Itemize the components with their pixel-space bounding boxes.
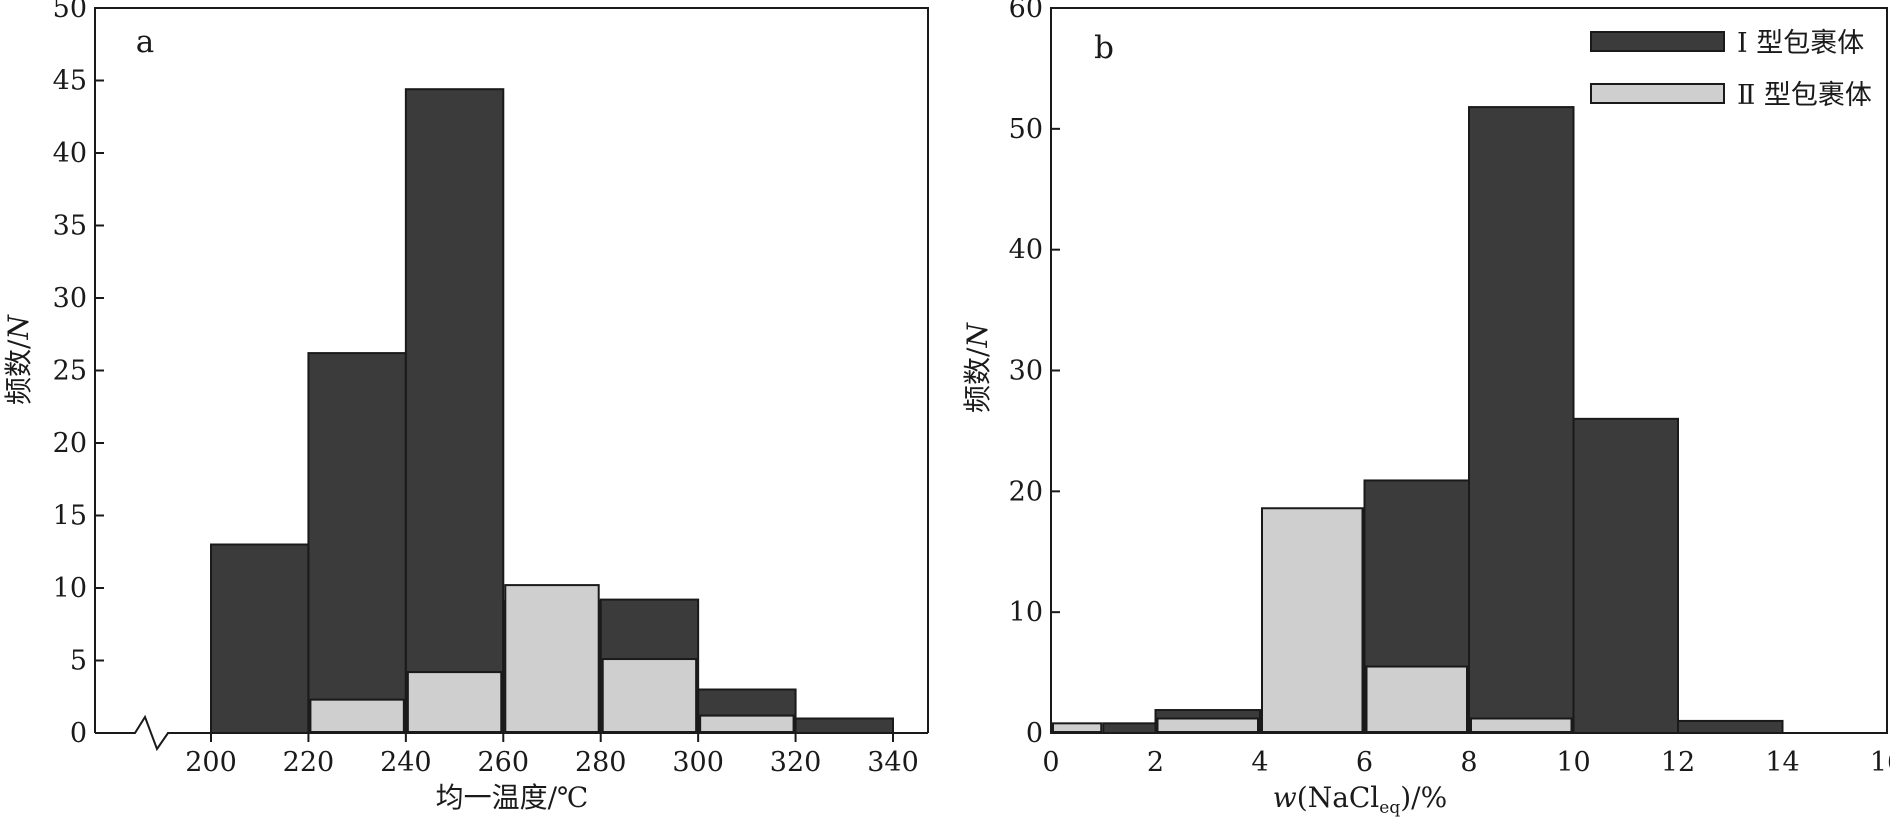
bar-type2 [504,584,600,733]
y-tick-label: 10 [53,573,87,604]
y-axis-label: 频数/N [961,322,994,413]
x-axis-label-subscript: eq [1379,798,1400,818]
y-axis-label-symbol: N [961,322,994,349]
bar-type2 [1470,717,1573,733]
x-tick-label: 340 [867,747,919,778]
x-tick-label: 280 [575,747,627,778]
legend-swatch-type1 [1590,31,1725,52]
bar-type2 [699,714,795,733]
y-tick-label: 50 [1009,114,1043,145]
y-tick-label: 30 [1009,356,1043,387]
x-tick-label: 4 [1251,747,1268,778]
y-axis-label-main: 频数/ [961,347,994,413]
bar-type2 [1156,717,1259,733]
y-tick-label: 0 [70,718,87,749]
y-tick-label: 5 [70,646,87,677]
x-tick-label: 2 [1147,747,1164,778]
bar-type1 [1102,722,1157,734]
x-axis-label-main: (NaCl [1297,781,1380,814]
x-tick-label: 8 [1460,747,1477,778]
bar-type1 [1572,417,1679,734]
bar-type1 [794,717,894,734]
y-tick-label: 0 [1026,718,1043,749]
bar-type2 [1365,665,1468,734]
x-tick-label: 200 [185,747,237,778]
y-tick-label: 20 [1009,476,1043,507]
x-tick-label: 260 [478,747,530,778]
panel-letter-a: a [136,24,154,60]
bar-type1 [210,543,310,734]
bar-type1 [1468,106,1575,735]
bar-type1 [404,88,505,734]
panel-b-histogram: 0 10 20 30 40 50 60 0 2 4 6 8 10 12 14 16 b w(NaCleq)/% 频数… [961,0,1890,818]
bar-type1 [1677,719,1784,735]
y-tick-label: 20 [53,428,87,459]
y-axis-label: 频数/N [2,314,35,405]
bar-type1 [307,352,407,734]
x-axis-label-tail: )/% [1400,781,1447,814]
x-axis-label: w(NaCleq)/% [1273,781,1447,818]
x-axis-label-symbol: w [1273,781,1297,814]
y-tick-label: 60 [1009,0,1043,24]
y-tick-label: 50 [53,0,87,24]
y-tick-label: 40 [53,138,87,169]
x-tick-label: 16 [1870,747,1890,778]
legend-label-type2: Ⅱ 型包裹体 [1737,80,1872,111]
bar-type2 [309,698,405,734]
x-tick-label: 220 [283,747,335,778]
y-tick-label: 45 [53,66,87,97]
y-tick-label: 15 [53,501,87,532]
bar-type2 [1052,722,1103,733]
y-axis-label-main: 频数/ [2,339,35,405]
y-axis-label-symbol: N [2,314,35,341]
x-tick-label: 14 [1765,747,1799,778]
x-tick-label: 6 [1356,747,1373,778]
legend-swatch-type2 [1590,83,1725,104]
panel-letter-b: b [1094,30,1114,66]
x-tick-label: 10 [1556,747,1590,778]
x-tick-label: 300 [672,747,724,778]
legend: Ⅰ 型包裹体 Ⅱ 型包裹体 [1590,28,1872,111]
y-tick-label: 30 [53,283,87,314]
y-tick-label: 25 [53,356,87,387]
legend-label-type1: Ⅰ 型包裹体 [1737,28,1864,59]
bar-type2 [1261,507,1364,733]
y-tick-label: 10 [1009,597,1043,628]
x-tick-label: 12 [1661,747,1695,778]
y-tick-label: 35 [53,211,87,242]
y-tick-label: 40 [1009,235,1043,266]
x-tick-label: 320 [770,747,822,778]
bar-type2 [601,658,698,733]
x-tick-label: 0 [1042,747,1059,778]
bar-type2 [406,671,503,733]
x-tick-label: 240 [380,747,432,778]
panel-a-histogram: 0 5 10 15 20 25 30 35 40 45 50 200 220 240 260 280 300 32… [2,0,929,814]
x-axis-label: 均一温度/℃ [436,781,589,814]
